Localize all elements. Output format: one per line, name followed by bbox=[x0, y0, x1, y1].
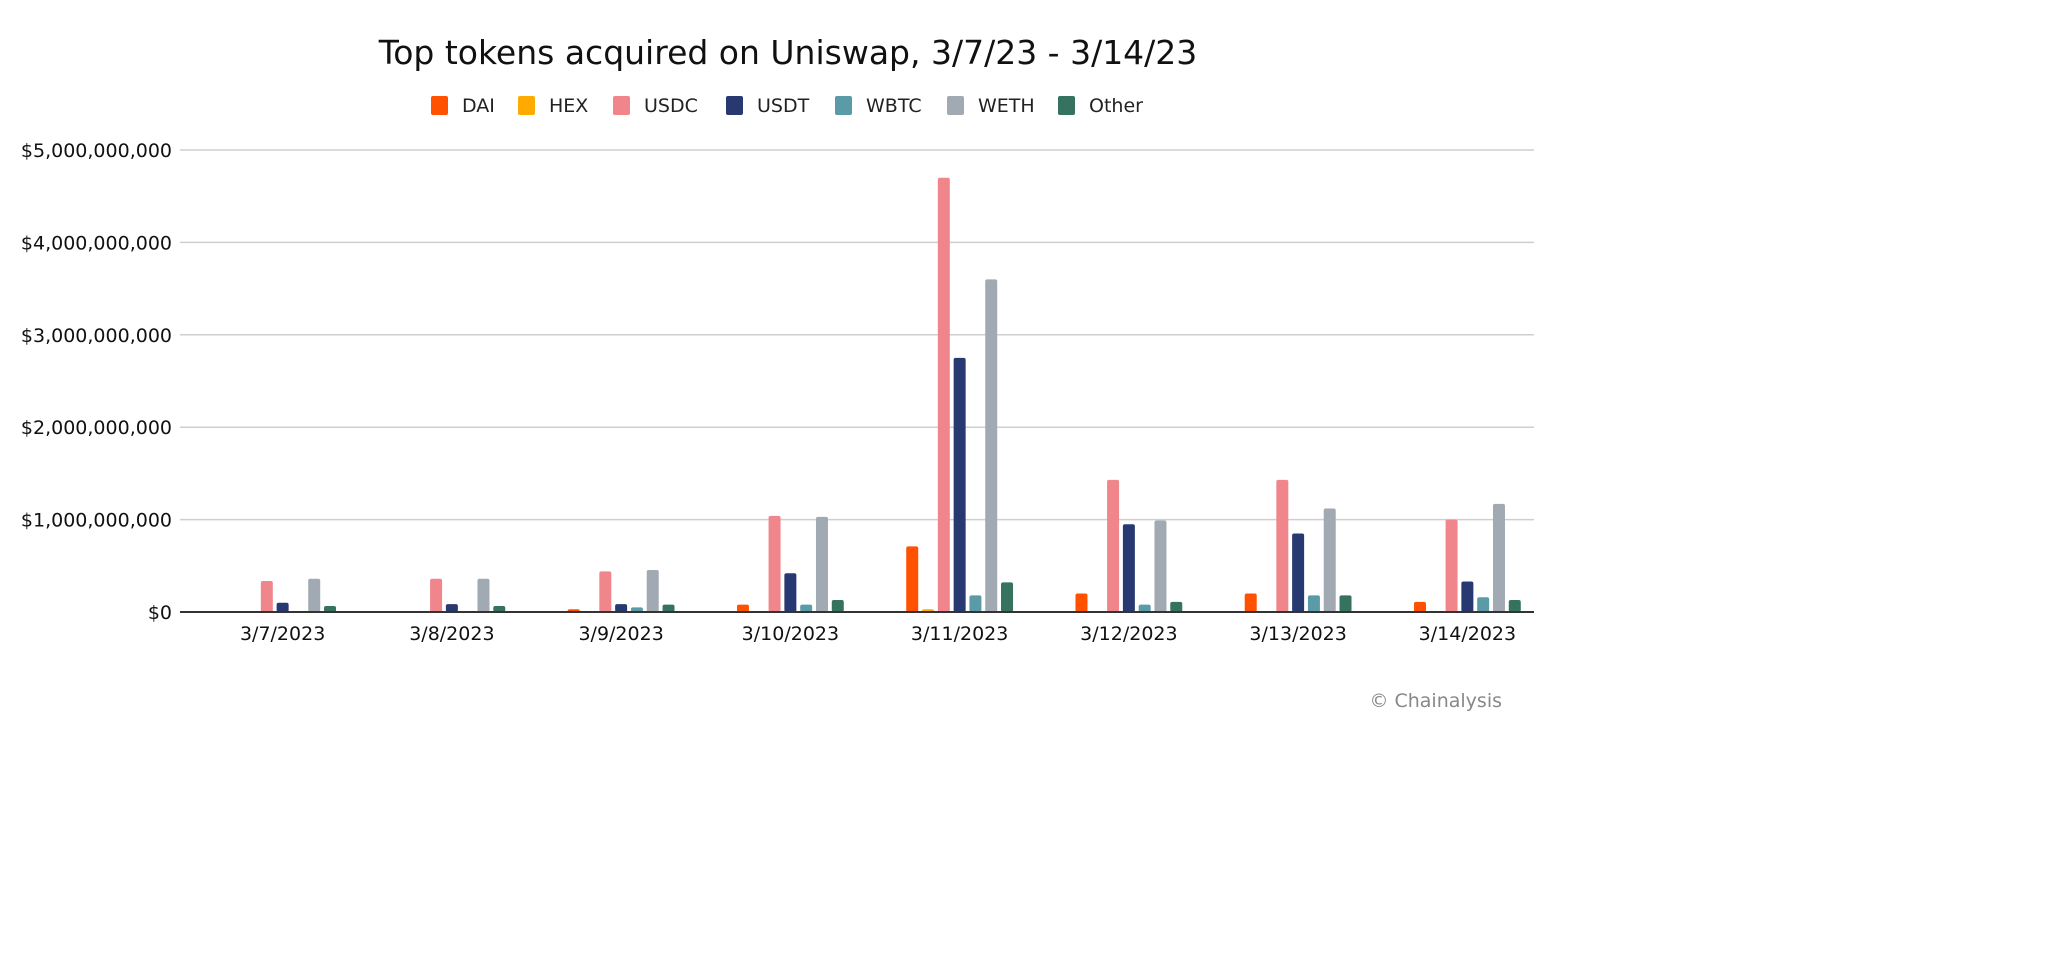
y-tick-label: $0 bbox=[148, 602, 172, 624]
bar-usdc-3/9/2023[interactable] bbox=[599, 571, 612, 612]
bar-usdt-3/8/2023[interactable] bbox=[445, 604, 458, 612]
bar-other-3/13/2023[interactable] bbox=[1339, 595, 1352, 612]
y-tick-label: $3,000,000,000 bbox=[21, 325, 172, 347]
legend-swatch bbox=[518, 96, 535, 115]
bar-dai-3/14/2023[interactable] bbox=[1413, 601, 1426, 612]
legend-item-hex[interactable]: HEX bbox=[518, 95, 588, 117]
bar-other-3/12/2023[interactable] bbox=[1170, 601, 1183, 612]
legend-swatch bbox=[947, 96, 964, 115]
bar-weth-3/14/2023[interactable] bbox=[1492, 503, 1505, 612]
bar-dai-3/10/2023[interactable] bbox=[736, 604, 749, 612]
legend-label: WETH bbox=[978, 95, 1035, 117]
y-tick-label: $2,000,000,000 bbox=[21, 417, 172, 439]
legend-swatch bbox=[835, 96, 852, 115]
bar-usdt-3/9/2023[interactable] bbox=[615, 604, 628, 612]
legend-swatch bbox=[431, 96, 448, 115]
y-axis-ticks: $0 $1,000,000,000 $2,000,000,000 $3,000,000… bbox=[21, 140, 172, 624]
bar-other-3/11/2023[interactable] bbox=[1001, 582, 1014, 612]
bar-usdc-3/11/2023[interactable] bbox=[937, 177, 950, 612]
bar-usdt-3/12/2023[interactable] bbox=[1122, 524, 1135, 612]
bar-usdt-3/7/2023[interactable] bbox=[276, 602, 289, 612]
bar-other-3/10/2023[interactable] bbox=[831, 599, 844, 612]
bar-usdt-3/10/2023[interactable] bbox=[784, 573, 797, 612]
y-tick-label: $1,000,000,000 bbox=[21, 510, 172, 532]
bar-usdc-3/10/2023[interactable] bbox=[768, 515, 781, 612]
legend-label: USDT bbox=[757, 95, 810, 117]
bar-dai-3/13/2023[interactable] bbox=[1244, 593, 1257, 612]
bars bbox=[229, 177, 1521, 613]
bar-usdc-3/14/2023[interactable] bbox=[1445, 519, 1458, 612]
legend-item-other[interactable]: Other bbox=[1058, 95, 1143, 117]
credit-text: © Chainalysis bbox=[1369, 690, 1502, 712]
bar-other-3/9/2023[interactable] bbox=[662, 604, 675, 612]
legend-swatch bbox=[613, 96, 630, 115]
x-tick-label: 3/13/2023 bbox=[1249, 623, 1346, 645]
bar-usdt-3/13/2023[interactable] bbox=[1292, 533, 1305, 612]
bar-weth-3/12/2023[interactable] bbox=[1154, 520, 1167, 612]
bar-wbtc-3/12/2023[interactable] bbox=[1138, 604, 1151, 612]
legend-item-dai[interactable]: DAI bbox=[431, 95, 495, 117]
y-tick-label: $5,000,000,000 bbox=[21, 140, 172, 162]
bar-dai-3/11/2023[interactable] bbox=[906, 546, 919, 612]
legend-swatch bbox=[1058, 96, 1075, 115]
legend-item-weth[interactable]: WETH bbox=[947, 95, 1035, 117]
legend-item-usdt[interactable]: USDT bbox=[726, 95, 810, 117]
legend-swatch bbox=[726, 96, 743, 115]
bar-usdc-3/13/2023[interactable] bbox=[1276, 479, 1289, 612]
bar-usdc-3/8/2023[interactable] bbox=[430, 578, 443, 612]
x-tick-label: 3/10/2023 bbox=[742, 623, 839, 645]
bar-weth-3/10/2023[interactable] bbox=[815, 516, 828, 612]
legend-label: HEX bbox=[549, 95, 588, 117]
bar-wbtc-3/14/2023[interactable] bbox=[1477, 597, 1490, 612]
bar-dai-3/12/2023[interactable] bbox=[1075, 593, 1088, 612]
bar-usdt-3/11/2023[interactable] bbox=[953, 357, 966, 612]
bar-usdc-3/7/2023[interactable] bbox=[260, 581, 273, 612]
chart-title: Top tokens acquired on Uniswap, 3/7/23 -… bbox=[378, 33, 1198, 72]
legend-item-usdc[interactable]: USDC bbox=[613, 95, 698, 117]
bar-other-3/14/2023[interactable] bbox=[1508, 599, 1521, 612]
bar-wbtc-3/9/2023[interactable] bbox=[630, 607, 643, 612]
bar-wbtc-3/11/2023[interactable] bbox=[969, 595, 982, 612]
bar-weth-3/7/2023[interactable] bbox=[308, 578, 321, 612]
bar-usdc-3/12/2023[interactable] bbox=[1107, 479, 1120, 612]
bar-other-3/8/2023[interactable] bbox=[493, 605, 506, 612]
x-tick-label: 3/12/2023 bbox=[1080, 623, 1177, 645]
legend-label: WBTC bbox=[866, 95, 922, 117]
x-tick-label: 3/14/2023 bbox=[1419, 623, 1516, 645]
bar-weth-3/11/2023[interactable] bbox=[985, 279, 998, 612]
bar-other-3/7/2023[interactable] bbox=[324, 605, 337, 612]
x-tick-label: 3/9/2023 bbox=[578, 623, 663, 645]
bar-weth-3/9/2023[interactable] bbox=[646, 569, 659, 612]
legend: DAI HEX USDC USDT WBTC WETH Other bbox=[431, 95, 1143, 117]
bar-weth-3/8/2023[interactable] bbox=[477, 578, 490, 612]
legend-label: USDC bbox=[644, 95, 698, 117]
y-tick-label: $4,000,000,000 bbox=[21, 232, 172, 254]
legend-label: Other bbox=[1089, 95, 1143, 117]
bar-weth-3/13/2023[interactable] bbox=[1323, 508, 1336, 612]
legend-item-wbtc[interactable]: WBTC bbox=[835, 95, 922, 117]
legend-label: DAI bbox=[462, 95, 495, 117]
bar-usdt-3/14/2023[interactable] bbox=[1461, 581, 1474, 612]
x-axis-ticks: 3/7/2023 3/8/2023 3/9/2023 3/10/2023 3/11/20… bbox=[240, 623, 1516, 645]
x-tick-label: 3/8/2023 bbox=[409, 623, 494, 645]
bar-wbtc-3/10/2023[interactable] bbox=[800, 604, 813, 612]
x-tick-label: 3/7/2023 bbox=[240, 623, 325, 645]
gridlines bbox=[180, 149, 1534, 521]
x-tick-label: 3/11/2023 bbox=[911, 623, 1008, 645]
bar-wbtc-3/13/2023[interactable] bbox=[1307, 595, 1320, 612]
